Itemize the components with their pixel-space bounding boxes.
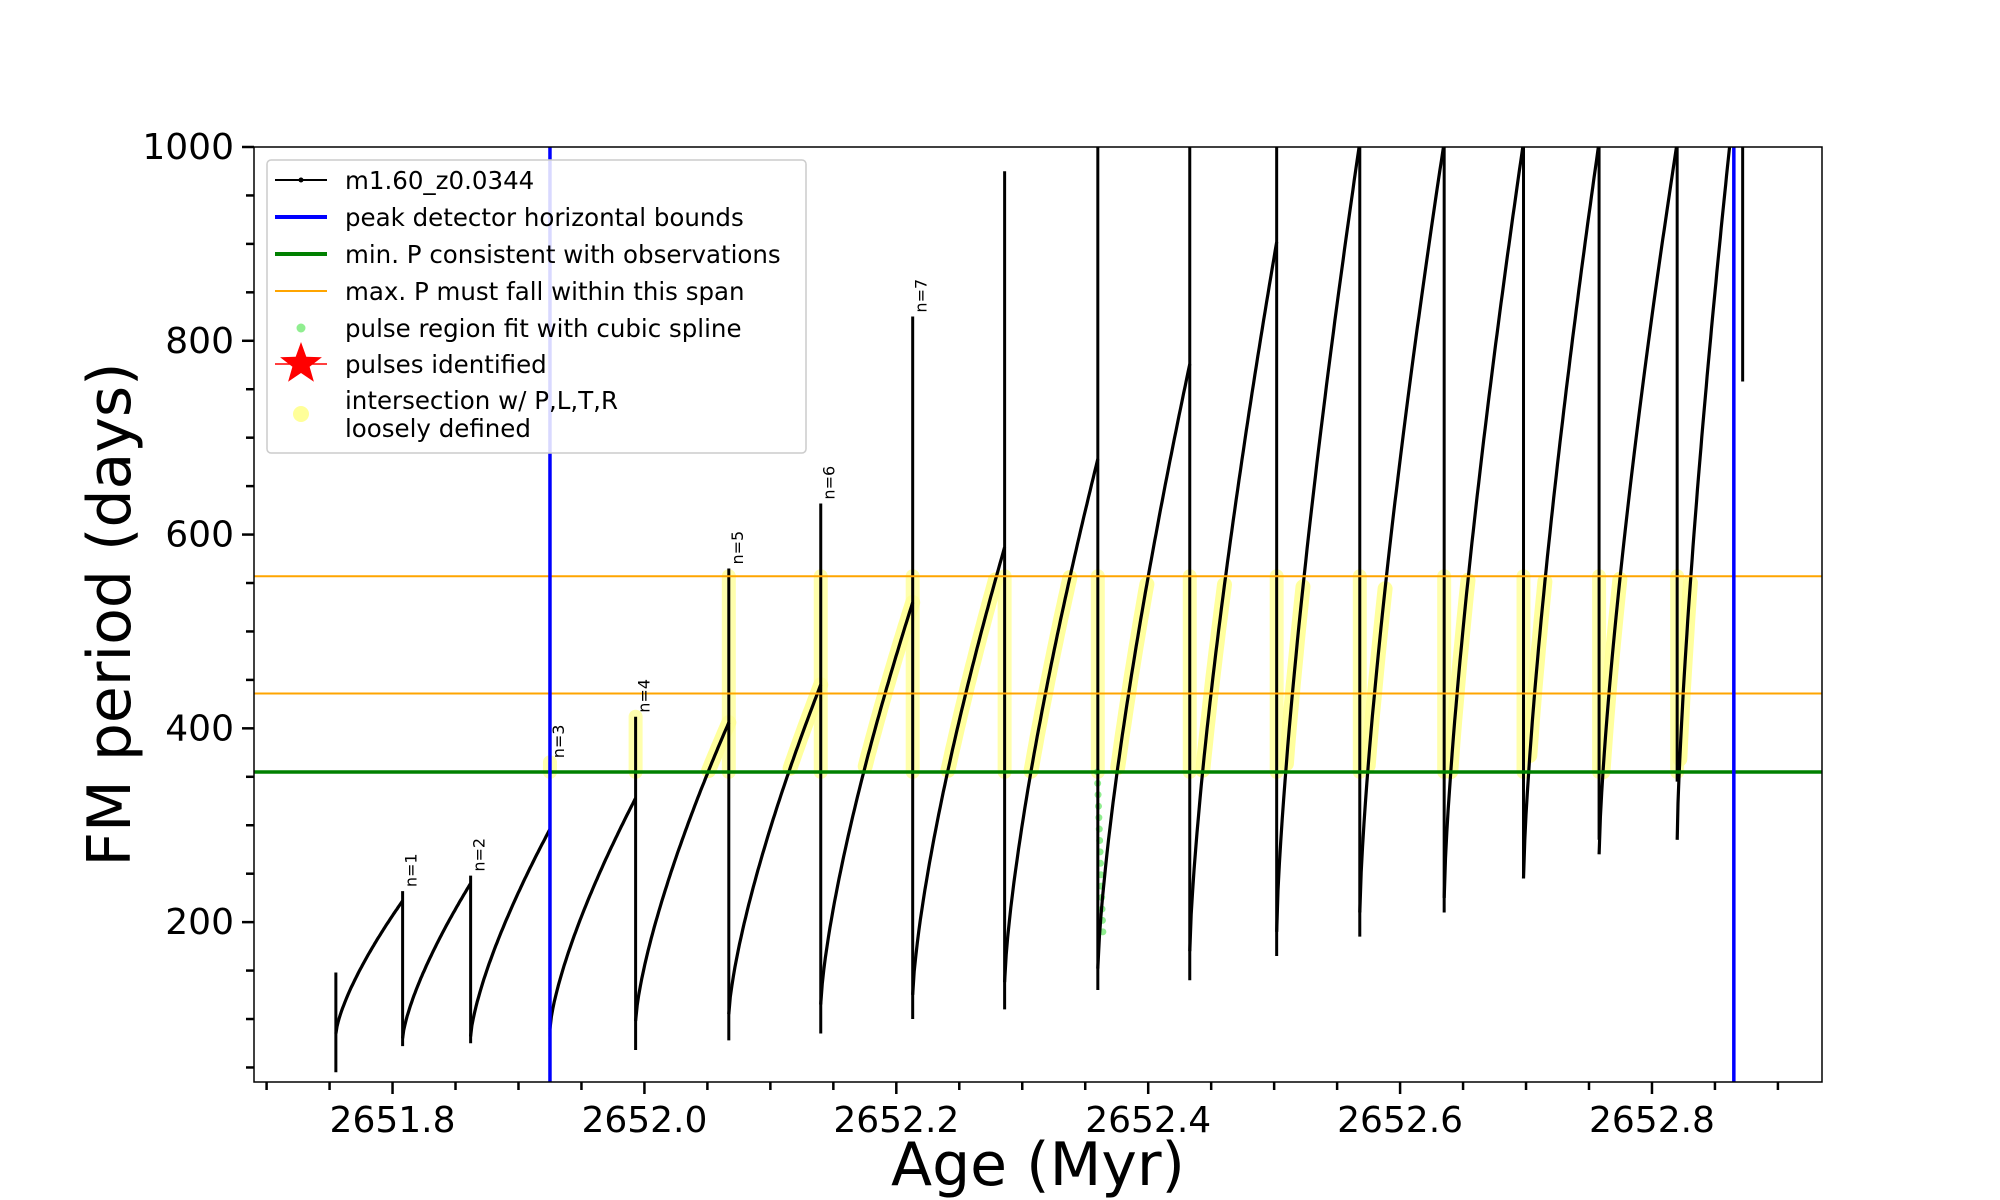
y-tick-label: 800 [165,321,234,362]
x-tick-label: 2652.6 [1337,1100,1463,1141]
series-cycle [1442,147,1525,898]
x-tick-label: 2652.2 [833,1100,959,1141]
series-cycle [548,797,638,1029]
pulse-label: n=6 [820,466,839,500]
x-tick-label: 2652.4 [1085,1100,1211,1141]
legend-marker-dot [298,177,304,183]
series-cycle [1597,147,1679,855]
legend-marker-circle [293,406,309,422]
series-cycle [469,828,552,1037]
pulse-label: n=5 [728,531,747,565]
series-cycle [1358,147,1446,913]
plot-frame [253,146,1823,1083]
legend-label: peak detector horizontal bounds [345,203,744,232]
pulse-label: n=4 [635,679,654,713]
series-cycle [634,721,731,1022]
series-cycle [1188,241,1279,952]
legend-label: max. P must fall within this span [345,277,745,306]
y-tick-label: 600 [165,515,234,556]
series-cycle [334,899,404,1034]
series-cycle [401,882,472,1039]
series-cycle [1521,147,1601,879]
x-axis-title: Age (Myr) [891,1130,1185,1200]
legend-box [266,159,807,454]
y-axis-title: FM period (days) [75,363,145,867]
series-cycle [727,684,823,1015]
legend-label: pulses identified [345,350,547,379]
series-cycle [1675,147,1732,840]
y-tick-label: 200 [165,902,234,943]
series-cycle [819,601,915,1005]
x-tick-label: 2652.8 [1589,1100,1715,1141]
pulse-label: n=2 [470,838,489,872]
horizontal-lines-layer [254,575,1822,774]
x-tick-label: 2652.0 [581,1100,707,1141]
pulse-label: n=1 [402,853,421,887]
pulse-label: n=3 [549,725,568,759]
series-cycle [1003,458,1100,983]
axes-layer: 2651.8 2652.0 2652.2 2652.4 2652.6 2652.8 200 4… [142,127,1780,1141]
y-tick-label: 1000 [142,127,234,168]
x-tick-label: 2651.8 [330,1100,456,1141]
legend-label: intersection w/ P,L,T,R [345,386,618,415]
legend-marker-dot [296,323,306,333]
series-layer [334,147,1745,1073]
series-cycle [1275,147,1361,932]
pulse-labels-layer: n=1 n=2 n=3 n=4 n=5 n=6 n=7 [402,279,931,887]
pulse-label: n=7 [912,279,931,313]
star-icon [280,342,322,382]
legend-label: loosely defined [345,414,531,443]
y-tick-label: 400 [165,708,234,749]
series-cycle [1096,363,1192,969]
legend-label: min. P consistent with observations [345,240,781,269]
series-cycle [911,546,1007,995]
legend-label: m1.60_z0.0344 [345,166,534,195]
legend-label: pulse region fit with cubic spline [345,314,742,343]
